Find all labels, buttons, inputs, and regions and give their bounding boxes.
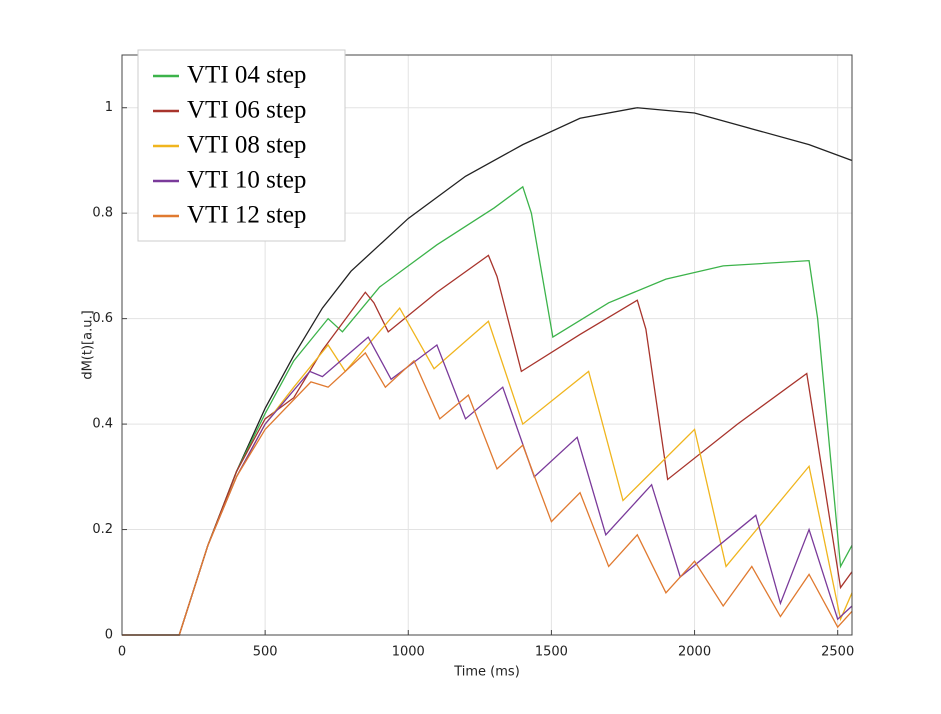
series-line [122, 185, 853, 636]
legend-label: VTI 12 step [187, 202, 306, 229]
x-tick-label: 1500 [535, 645, 568, 660]
y-tick-label: 0 [105, 628, 113, 643]
legend-label: VTI 04 step [187, 62, 306, 89]
x-tick-label: 1000 [392, 645, 425, 660]
x-tick-label: 0 [118, 645, 126, 660]
y-tick-label: 0.6 [92, 311, 113, 326]
series-line [122, 336, 853, 636]
legend-label: VTI 06 step [187, 97, 306, 124]
x-axis-label: Time (ms) [453, 665, 520, 680]
x-tick-label: 2500 [821, 645, 854, 660]
y-tick-label: 0.2 [92, 522, 113, 537]
series-line [122, 254, 853, 636]
y-tick-label: 0.4 [92, 417, 113, 432]
plot-lines [122, 107, 853, 636]
legend-label: VTI 08 step [187, 132, 306, 159]
y-tick-label: 1 [105, 100, 113, 115]
series-line [122, 306, 853, 636]
x-tick-label: 2000 [678, 645, 711, 660]
y-tick-label: 0.8 [92, 206, 113, 221]
y-axis-label: dM(t)[a.u.] [81, 310, 96, 379]
legend: VTI 04 step VTI 06 step VTI 08 step VTI 10 … [137, 49, 346, 242]
series-line [122, 351, 853, 636]
plot-frame [121, 54, 853, 636]
x-tick-label: 500 [253, 645, 278, 660]
legend-label: VTI 10 step [187, 167, 306, 194]
